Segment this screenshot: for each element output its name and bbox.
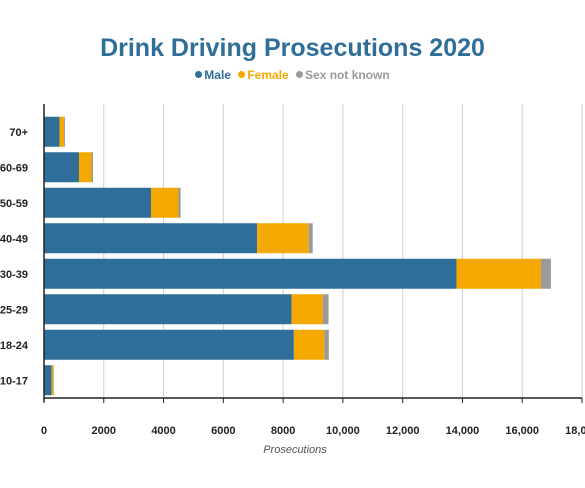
category-label-10-17: 10-17 [0, 375, 28, 387]
legend-label-male: Male [204, 68, 231, 82]
bar-70+-sex-not-known [64, 116, 65, 147]
x-axis-title: Prosecutions [263, 444, 327, 456]
category-label-60-69: 60-69 [0, 162, 28, 174]
bar-25-29-sex-not-known [322, 294, 329, 325]
bar-10-17-sex-not-known [53, 365, 54, 396]
category-label-18-24: 18-24 [0, 340, 29, 352]
bar-70+-male [44, 116, 60, 147]
legend-swatch-sex-not-known [296, 71, 304, 78]
chart-title: Drink Driving Prosecutions 2020 [100, 34, 485, 62]
x-tick-label-18000: 18,000 [565, 425, 585, 437]
x-tick-label-8000: 8000 [271, 425, 295, 437]
x-tick-label-12000: 12,000 [386, 425, 420, 437]
bar-50-59-female [151, 187, 179, 218]
bar-18-24-female [293, 329, 325, 360]
bar-60-69-female [78, 152, 92, 183]
bar-18-24-male [44, 329, 294, 360]
x-tick-label-14000: 14,000 [446, 425, 480, 437]
legend-label-female: Female [247, 68, 289, 82]
bar-30-39-sex-not-known [541, 258, 551, 289]
x-tick-label-6000: 6000 [211, 425, 235, 437]
bar-40-49-male [44, 223, 258, 254]
legend-item-male: Male [195, 68, 231, 82]
x-tick-label-16000: 16,000 [505, 425, 539, 437]
legend-swatch-female [238, 71, 246, 78]
category-label-70+: 70+ [9, 127, 28, 139]
legend: Male Female Sex not known [0, 68, 585, 82]
legend-label-sex-not-known: Sex not known [305, 68, 390, 82]
bar-70+-female [59, 116, 65, 147]
bar-25-29-female [291, 294, 323, 325]
x-tick-label-0: 0 [41, 425, 47, 437]
bar-50-59-male [44, 187, 152, 218]
bar-10-17-female [51, 365, 54, 396]
legend-swatch-male [195, 71, 203, 78]
bar-30-39-male [44, 258, 457, 289]
legend-item-female: Female [238, 68, 289, 82]
x-tick-label-4000: 4000 [151, 425, 175, 437]
bar-50-59-sex-not-known [178, 187, 181, 218]
bar-40-49-sex-not-known [308, 223, 313, 254]
x-tick-label-10000: 10,000 [326, 425, 360, 437]
bar-60-69-male [44, 152, 79, 183]
category-label-30-39: 30-39 [0, 269, 28, 281]
x-tick-label-2000: 2000 [92, 425, 116, 437]
bar-18-24-sex-not-known [324, 329, 329, 360]
bar-30-39-female [456, 258, 542, 289]
legend-item-sex-not-known: Sex not known [296, 68, 390, 82]
category-label-40-49: 40-49 [0, 233, 28, 245]
category-label-50-59: 50-59 [0, 198, 28, 210]
bar-10-17-male [44, 365, 52, 396]
bar-25-29-male [44, 294, 292, 325]
bar-40-49-female [257, 223, 309, 254]
category-label-25-29: 25-29 [0, 304, 28, 316]
bar-60-69-sex-not-known [91, 152, 94, 183]
